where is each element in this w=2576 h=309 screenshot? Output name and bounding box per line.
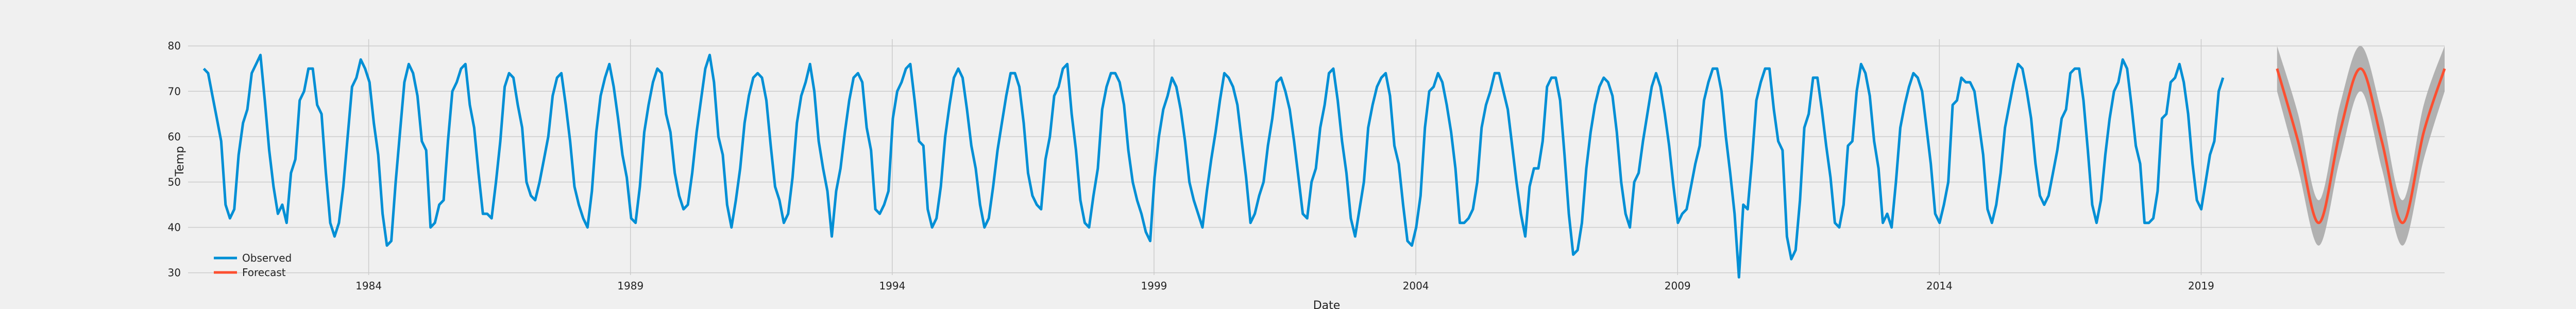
forecast-series-line: [2276, 67, 2446, 225]
x-tick-label: 2004: [1403, 280, 1429, 292]
y-tick-label: 30: [168, 267, 181, 279]
x-axis-ticks: 1984 1989 1994 1999 2004 2009 2014 2019: [355, 280, 2214, 292]
forecast-confidence-band: [2277, 46, 2445, 246]
x-tick-label: 2009: [1665, 280, 1691, 292]
y-tick-label: 40: [168, 221, 181, 234]
y-tick-label: 50: [168, 176, 181, 188]
y-axis-label: Temp: [174, 146, 187, 177]
x-tick-label: 1999: [1141, 280, 1167, 292]
x-axis-label: Date: [1313, 299, 1341, 309]
grid-lines: [188, 39, 2445, 275]
x-tick-label: 2019: [2188, 280, 2214, 292]
y-tick-label: 80: [168, 40, 181, 52]
y-tick-label: 60: [168, 130, 181, 143]
observed-series-line: [202, 54, 2225, 279]
x-tick-label: 1984: [355, 280, 382, 292]
x-tick-label: 1989: [617, 280, 643, 292]
y-axis-ticks: 30 40 50 60 70 80: [168, 40, 181, 279]
legend-forecast-label: Forecast: [242, 266, 286, 279]
x-tick-label: 1994: [879, 280, 905, 292]
y-tick-label: 70: [168, 85, 181, 97]
x-tick-label: 2014: [1926, 280, 1953, 292]
legend: Observed Forecast: [214, 252, 292, 279]
legend-observed-label: Observed: [242, 252, 292, 264]
